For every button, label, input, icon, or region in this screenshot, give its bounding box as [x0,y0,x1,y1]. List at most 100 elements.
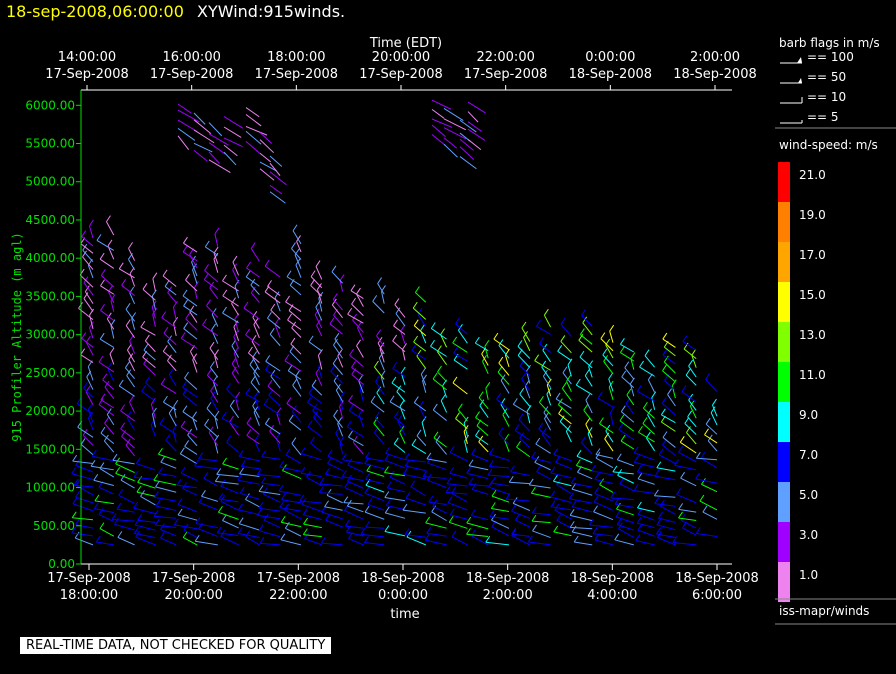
barb-flag [279,460,285,468]
barb-flag [471,483,477,490]
wind-barb [466,466,489,480]
barb-flag [136,485,142,493]
barb-shaft [96,239,115,251]
barb-shaft [315,266,323,280]
barb-flag [303,517,308,525]
wind-barb [237,473,260,485]
barb-flag [202,318,207,326]
barb-flag [292,224,298,232]
barb-shaft [208,432,219,446]
barb-shaft [534,360,551,371]
barb-flag [348,404,354,411]
wind-barb [573,535,593,546]
wind-barb [535,437,551,454]
barb-flag [168,368,174,376]
wind-barb [310,436,323,453]
barb-shaft [659,505,676,515]
barb-shaft [656,533,676,538]
barb-flag [310,436,315,444]
barb-flag [304,532,310,539]
barb-flag [684,417,690,424]
wind-barb [707,434,718,452]
wind-barb [286,397,302,415]
wind-barb [402,468,426,480]
barb-shaft [466,472,489,480]
barb-flag [493,332,499,340]
barb-flag [330,365,336,372]
barb-flag [284,521,290,529]
barb-shaft [180,426,198,438]
wind-barb [75,479,94,496]
barb-flag [84,285,90,292]
wind-barb [712,398,718,417]
barb-flag [250,242,256,249]
barb-shaft [491,507,510,513]
barb-flag [220,479,226,487]
wind-barb [566,374,572,392]
barb-shaft [380,376,385,388]
barb-shaft [566,381,572,392]
barb-flag [538,422,544,430]
wind-barb [373,417,385,437]
wind-barb [183,523,198,538]
barb-flag [435,435,441,442]
barb-shaft [561,388,572,402]
wind-barb [221,411,239,428]
barb-flag [274,318,280,325]
wind-barb [88,219,94,239]
barb-shaft [269,155,283,167]
wind-barb [550,490,572,503]
barb-flag [183,299,188,307]
barb-flag [217,506,223,513]
wind-barb [173,518,198,530]
axes-layer: 17-Sep-200818:00:0017-Sep-200820:00:0017… [25,50,758,603]
wind-barb [177,508,198,521]
wind-barb [365,520,385,529]
barb-shaft [142,288,156,301]
wind-barb [636,385,655,402]
barb-flag [83,276,89,283]
wind-barb [177,119,197,132]
barb-shaft [350,290,364,299]
barb-shaft [99,258,115,269]
speed-color-swatch [778,402,790,442]
barb-flag [653,489,659,497]
barb-flag [431,505,437,513]
barb-flag [234,279,240,287]
barb-flag [526,364,531,372]
barb-flag [299,494,305,502]
wind-barb [661,438,676,456]
wind-barb [140,320,156,336]
wind-barb [451,487,468,503]
barb-shaft [431,118,453,128]
barb-shaft [452,342,468,353]
wind-barb [332,293,343,311]
barb-flag [258,502,264,509]
barb-shaft [220,500,239,511]
barb-flag [307,420,313,428]
barb-flag [280,515,286,523]
barb-flag [496,393,502,400]
wind-barb [220,479,239,494]
barb-flag [364,486,370,494]
wind-barb [446,477,468,487]
barb-shaft [177,135,190,150]
barb-flag [468,478,474,485]
wind-barb [110,319,116,339]
barb-flag [595,448,601,455]
barb-shaft [83,282,94,296]
wind-barb [137,476,156,489]
barb-flag [71,467,77,474]
barb-flag [432,372,438,380]
barb-flag [615,510,621,518]
barb-flag [115,467,121,474]
barb-shaft [377,283,385,295]
barb-flag [173,300,178,308]
barb-flag [150,418,156,426]
wind-barb [485,382,491,400]
speed-color-swatch [778,442,790,482]
barb-shaft [458,330,468,344]
wind-barb [635,534,655,546]
wind-barb [691,348,697,368]
wind-barb [258,502,281,512]
